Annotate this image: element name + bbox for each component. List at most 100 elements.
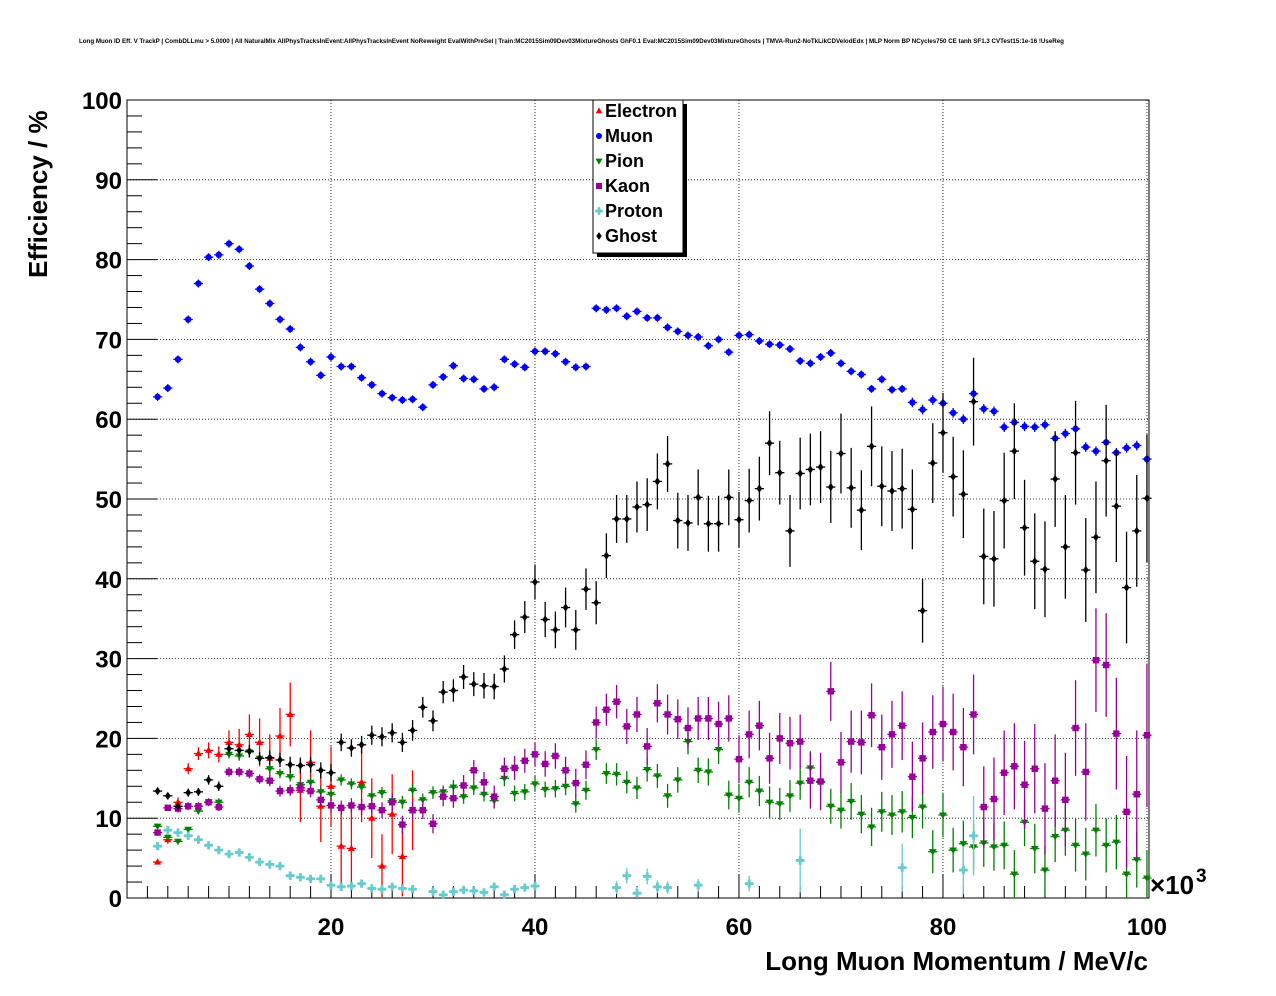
legend-marker-proton	[595, 207, 603, 215]
proton-point	[265, 860, 275, 869]
ghost-marker	[705, 519, 712, 528]
muon-point	[316, 371, 326, 380]
kaon-marker	[1143, 732, 1151, 739]
muon-point	[622, 312, 632, 321]
ghost-marker	[664, 459, 671, 469]
kaon-point	[285, 784, 295, 796]
muon-point	[979, 404, 989, 414]
y-tick-label: 10	[95, 806, 122, 833]
kaon-point	[357, 799, 367, 816]
ghost-marker	[603, 551, 610, 560]
ghost-marker	[226, 744, 232, 753]
ghost-marker	[185, 788, 192, 797]
ghost-point	[234, 744, 244, 756]
kaon-point	[622, 708, 632, 744]
proton-marker	[632, 889, 642, 898]
muon-point	[193, 279, 203, 288]
pion-marker	[520, 789, 529, 796]
ghost-marker	[236, 746, 243, 755]
electron-marker	[276, 732, 284, 739]
muon-point	[907, 397, 917, 408]
pion-marker	[174, 838, 182, 846]
pion-point	[724, 780, 734, 810]
kaon-point	[479, 771, 489, 793]
pion-marker	[541, 786, 550, 794]
kaon-marker	[613, 698, 620, 705]
muon-point	[917, 404, 928, 415]
ghost-marker	[807, 465, 814, 474]
muon-marker	[225, 240, 233, 247]
muon-marker	[878, 376, 885, 383]
legend-shadow-right	[683, 104, 687, 257]
pion-marker	[704, 769, 713, 776]
kaon-point	[785, 716, 795, 770]
proton-point	[275, 861, 285, 871]
pion-point	[153, 823, 163, 831]
ghost-point	[917, 578, 928, 643]
kaon-marker	[888, 731, 896, 738]
muon-point	[581, 362, 591, 371]
proton-marker	[255, 857, 264, 867]
pion-marker	[418, 797, 427, 804]
kaon-point	[418, 801, 428, 819]
ghost-marker	[215, 782, 222, 791]
muon-point	[357, 373, 367, 382]
ghost-marker	[205, 775, 212, 785]
proton-marker	[490, 882, 499, 891]
pion-point	[581, 780, 591, 800]
kaon-point	[601, 693, 611, 726]
kaon-marker	[286, 787, 294, 794]
pion-marker	[582, 787, 590, 795]
pion-point	[326, 788, 336, 800]
kaon-marker	[1123, 808, 1130, 816]
kaon-point	[438, 787, 448, 807]
muon-point	[173, 355, 183, 364]
kaon-marker	[786, 739, 794, 747]
electron-marker	[245, 730, 253, 737]
muon-point	[295, 343, 305, 352]
muon-marker	[164, 384, 171, 392]
pion-point	[632, 776, 642, 800]
pion-point	[550, 779, 560, 798]
kaon-marker	[399, 821, 406, 828]
muon-marker	[286, 325, 294, 333]
kaon-marker	[1082, 768, 1089, 776]
muon-marker	[235, 246, 243, 253]
muon-point	[244, 261, 254, 270]
ghost-point	[764, 411, 775, 476]
muon-marker	[837, 360, 845, 367]
y-tick-label: 90	[95, 168, 122, 195]
ghost-point	[795, 437, 805, 510]
pion-point	[163, 834, 173, 842]
kaon-marker	[297, 784, 304, 792]
muon-marker	[694, 333, 702, 341]
muon-marker	[664, 324, 671, 331]
proton-point	[509, 885, 520, 894]
muon-point	[387, 393, 397, 402]
kaon-point	[530, 742, 540, 767]
pion-point	[509, 785, 520, 802]
ghost-point	[601, 533, 611, 579]
muon-point	[448, 361, 458, 370]
kaon-point	[989, 757, 999, 841]
muon-marker	[409, 396, 416, 403]
muon-marker	[276, 316, 284, 323]
pion-marker	[1071, 842, 1080, 850]
muon-marker	[317, 372, 324, 379]
pion-marker	[745, 779, 754, 787]
ghost-marker	[358, 740, 365, 749]
kaon-point	[550, 743, 560, 769]
muon-marker	[603, 306, 610, 314]
muon-marker	[307, 358, 314, 365]
muon-marker	[786, 345, 794, 353]
ghost-point	[673, 492, 683, 549]
legend-label-pion: Pion	[605, 151, 644, 171]
muon-point	[1040, 419, 1050, 430]
ghost-point	[836, 413, 846, 494]
kaon-point	[611, 684, 622, 719]
legend-entry-ghost: Ghost	[596, 226, 657, 246]
muon-marker	[960, 416, 967, 423]
muon-point	[673, 327, 683, 336]
x-tick-label: 80	[930, 914, 957, 941]
legend-marker-muon	[596, 133, 602, 139]
